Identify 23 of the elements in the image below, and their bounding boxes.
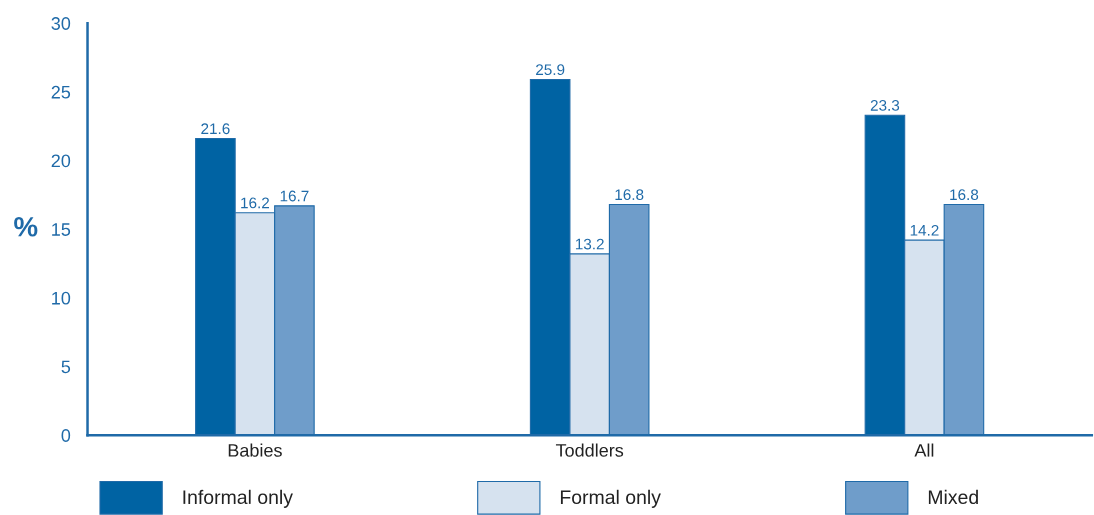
legend-label: Formal only bbox=[560, 489, 661, 508]
y-axis-title: % bbox=[14, 217, 38, 237]
y-tick-label: 15 bbox=[52, 223, 71, 236]
data-label: 14.2 bbox=[910, 224, 939, 236]
x-tick-label: All bbox=[914, 443, 934, 457]
data-label: 16.8 bbox=[950, 189, 979, 201]
y-tick-label: 20 bbox=[51, 154, 71, 168]
data-label: 23.3 bbox=[870, 99, 900, 111]
y-tick-label: 30 bbox=[51, 17, 71, 30]
y-tick-label: 5 bbox=[61, 360, 71, 374]
data-label: 13.2 bbox=[575, 238, 604, 250]
y-tick-label: 25 bbox=[51, 85, 71, 99]
y-tick-label: 10 bbox=[52, 291, 71, 305]
legend-label: Informal only bbox=[183, 489, 293, 508]
data-label: 25.9 bbox=[536, 64, 565, 76]
data-label: 21.6 bbox=[201, 123, 230, 135]
data-label: 16.8 bbox=[615, 189, 644, 201]
x-tick-label: Toddlers bbox=[555, 443, 624, 457]
data-label: 16.7 bbox=[280, 190, 309, 202]
legend-label: Mixed bbox=[928, 489, 978, 505]
y-tick-label: 0 bbox=[61, 429, 71, 442]
data-label: 16.2 bbox=[241, 197, 269, 209]
x-tick-label: Babies bbox=[228, 443, 282, 457]
